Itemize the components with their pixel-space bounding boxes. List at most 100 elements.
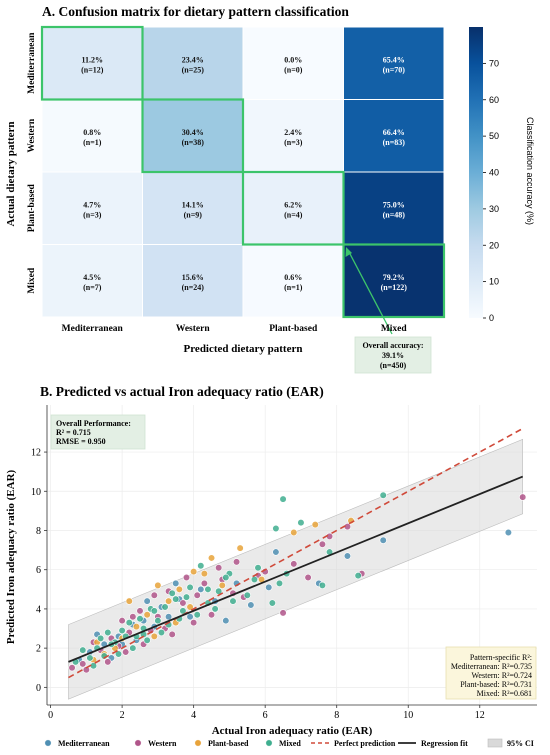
x-tick-label: 10 [403,710,413,721]
data-point-mixed [193,611,201,619]
colorbar: 0 10 20 30 40 50 60 70 [469,27,499,323]
legend-label: Mediterranean [58,739,110,748]
pattern-line-1: Pattern-specific R²: [470,653,532,662]
heatmap-tick-labels: Mediterranean Western Plant-based Mixed Medi… [27,32,407,334]
pattern-line-3: Western: R²=0.724 [472,671,532,680]
data-point-western [118,617,126,625]
data-point-mixed [186,583,194,591]
data-point-western [79,660,87,668]
legend-marker [44,739,52,747]
x-tick-label: 12 [475,710,485,721]
cell-percent-label: 0.8% [83,128,101,137]
colorbar-tick-label: 70 [489,58,499,68]
data-point-mediterranean [272,548,280,556]
x-tick-label: 8 [334,710,339,721]
cell-percent-label: 6.2% [284,200,302,209]
diagonal-highlight [141,98,245,174]
data-point-plant-based [236,544,244,552]
perfect-prediction-line [68,427,524,679]
data-point-mixed [136,615,144,623]
data-point-mixed [222,573,230,582]
heatmap-y-label: Actual dietary pattern [5,121,17,226]
colorbar-tick-label: 60 [489,95,499,105]
data-point-mixed [250,575,259,584]
cell-percent-label: 2.4% [284,128,302,137]
y-tick-label: 10 [31,487,41,498]
data-point-mediterranean [504,528,512,537]
data-point-western [193,591,201,599]
data-point-mixed [297,519,305,527]
heatmap-title: A. Confusion matrix for dietary pattern … [42,4,349,19]
colorbar-label: Classification accuracy (%) [525,117,535,225]
data-point-plant-based [290,528,298,537]
data-point-mixed [182,593,191,601]
data-point-plant-based [190,568,198,576]
y-tick-label: 2 [36,644,41,655]
y-tick-label: Western [27,118,37,152]
heatmap-cell [142,244,244,318]
cell-count-label: (n=4) [284,210,303,219]
cell-count-label: (n=12) [81,65,104,74]
data-point-western [129,613,137,621]
heatmap-cell [41,99,143,173]
data-point-mixed [211,605,219,613]
legend-marker [134,739,142,747]
heatmap-cell [343,26,445,100]
data-point-mixed [129,644,137,652]
x-tick-label: Mediterranean [62,324,124,334]
data-point-mixed [243,591,251,599]
data-point-mixed [168,589,176,597]
colorbar-tick-label: 30 [489,204,499,214]
data-point-mediterranean [143,597,151,605]
accuracy-arrow [348,251,393,335]
data-point-mediterranean [165,613,173,621]
data-point-western [82,666,90,674]
regression-line [68,475,524,663]
data-point-mixed [125,619,133,627]
data-point-western [232,558,241,566]
x-tick-label: 2 [120,710,125,721]
data-point-western [168,630,176,639]
cell-count-label: (n=70) [383,65,406,74]
data-point-plant-based [165,597,173,605]
legend-label: 95% CI [507,739,534,748]
data-point-western [519,493,527,501]
data-point-western [136,607,144,615]
data-point-mediterranean [343,552,352,560]
cell-percent-label: 0.0% [284,55,302,64]
data-point-plant-based [218,581,226,589]
data-point-western [182,573,191,582]
legend-label: Plant-based [208,739,249,748]
data-point-mixed [114,650,123,658]
cell-percent-label: 15.6% [182,273,204,282]
data-point-mediterranean [197,585,205,593]
data-point-western [279,609,287,617]
data-point-western [290,560,298,568]
data-point-mixed [97,634,105,642]
x-tick-label: 6 [263,710,268,721]
cell-count-label: (n=1) [284,283,303,292]
y-tick-label: 0 [36,683,41,694]
cell-count-label: (n=9) [184,210,203,219]
data-point-western [318,540,327,548]
overall-accuracy-annotation: Overall accuracy: 39.1% (n=450) [354,336,432,374]
diagonal-highlight [342,243,446,319]
data-point-western [104,658,112,666]
data-point-mediterranean [186,613,194,621]
data-point-mixed [104,628,112,637]
cell-count-label: (n=38) [182,138,205,147]
cell-count-label: (n=3) [284,138,303,147]
data-point-plant-based [132,622,141,631]
confusion-matrix: 11.2%(n=12)23.4%(n=25)0.0%(n=0)65.4%(n=7… [40,25,446,335]
data-point-mixed [161,603,169,611]
data-point-mediterranean [172,579,180,588]
pattern-r2-annotation: Pattern-specific R²: Mediterranean: R²=0… [445,646,537,700]
data-point-mediterranean [222,617,230,625]
data-point-plant-based [200,570,208,578]
cell-percent-label: 79.2% [383,273,405,282]
legend-label: Perfect prediction [334,739,396,748]
x-tick-label: Mixed [381,324,408,334]
data-point-mixed [118,626,126,635]
data-point-mixed [354,571,362,580]
diagonal-highlight [241,170,345,246]
